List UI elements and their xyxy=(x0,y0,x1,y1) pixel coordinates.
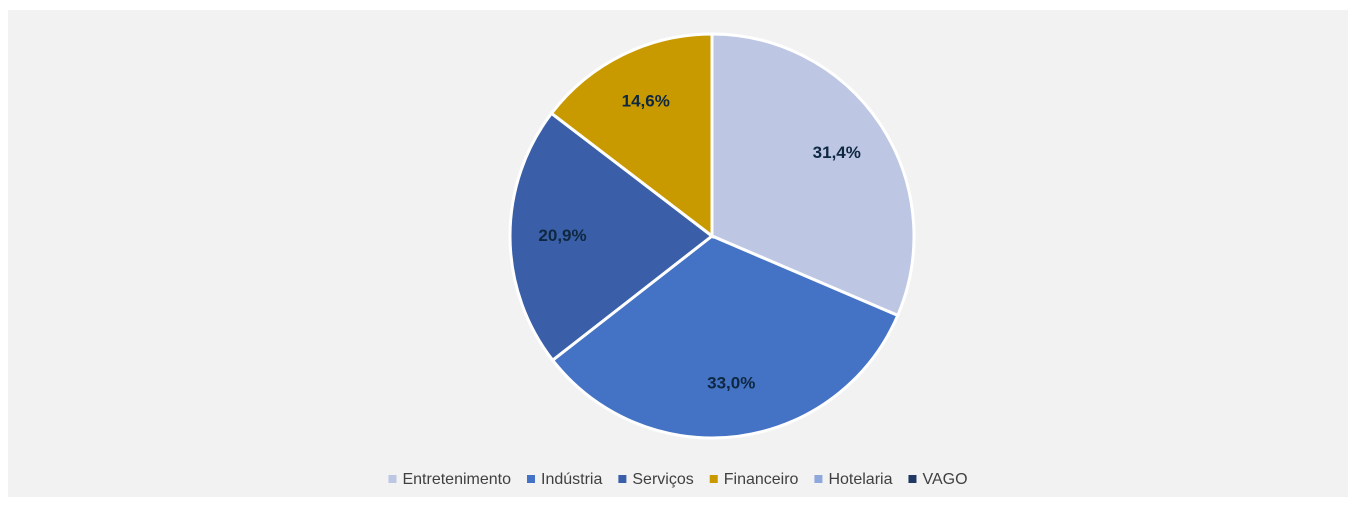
legend-marker xyxy=(908,475,917,483)
data-label: 20,9% xyxy=(538,226,586,245)
legend-marker xyxy=(814,475,823,483)
data-label: 31,4% xyxy=(813,143,861,162)
pie-slice xyxy=(549,32,714,240)
legend-marker xyxy=(709,475,718,483)
legend-label: Entretenimento xyxy=(402,471,511,488)
legend-label: VAGO xyxy=(922,471,967,488)
legend-label: Hotelaria xyxy=(828,471,892,488)
legend-marker xyxy=(527,475,535,483)
pie-slice xyxy=(508,111,715,363)
legend-marker xyxy=(388,475,397,483)
legend-label: Serviços xyxy=(632,471,693,488)
pie-slice xyxy=(710,32,916,318)
legend-label: Financeiro xyxy=(724,471,799,488)
legend-label: Indústria xyxy=(541,471,602,488)
pie-slice xyxy=(550,234,900,440)
data-label: 14,6% xyxy=(622,91,670,110)
legend-marker xyxy=(618,475,627,483)
data-label: 33,0% xyxy=(707,374,755,393)
